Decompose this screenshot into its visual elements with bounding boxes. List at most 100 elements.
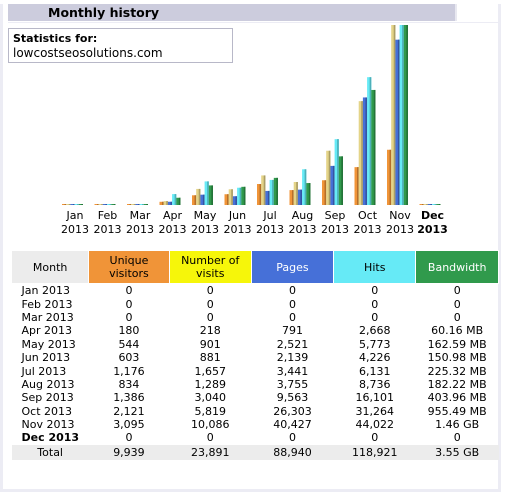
pages-cell: 0 xyxy=(288,310,296,324)
visits-cell: 3,040 xyxy=(194,391,226,405)
bar-pages-0 xyxy=(70,204,75,205)
x-month-label: Sep xyxy=(325,209,346,222)
unique-visitors-cell: 0 xyxy=(125,310,133,324)
month-cell: Sep 2013 xyxy=(21,391,74,405)
unique-visitors-cell: 2,121 xyxy=(113,404,145,418)
chart-x-labels: Jan2013Feb2013Mar2013Apr2013May2013Jun20… xyxy=(61,209,448,236)
x-year-label: 2013 xyxy=(61,223,89,236)
table-row: Feb 2013 0 0 0 0 0 xyxy=(12,297,499,311)
bar-visits-11 xyxy=(423,204,428,205)
monthly-history-chart: Jan2013Feb2013Mar2013Apr2013May2013Jun20… xyxy=(61,25,448,236)
frame-bottom-border xyxy=(0,489,501,492)
bar-pages-10 xyxy=(395,39,400,206)
bandwidth-cell: 225.32 MB xyxy=(427,364,487,378)
bar-bandwidth_mb-2 xyxy=(143,204,148,205)
table-header-row: Month Unique visitors Number of visits P… xyxy=(10,250,499,284)
month-cell: Feb 2013 xyxy=(21,297,73,311)
month-cell: Nov 2013 xyxy=(21,418,75,432)
bar-visits-10 xyxy=(391,25,396,205)
table-row-current: Dec 2013 0 0 0 0 0 xyxy=(12,431,499,444)
month-cell: Jul 2013 xyxy=(21,364,67,378)
hits-column-header: Hits xyxy=(333,250,417,284)
unique-visitors-cell: 0 xyxy=(125,284,133,298)
bar-unique_visitors-9 xyxy=(354,167,359,205)
pages-cell: 0 xyxy=(288,431,296,445)
pages-cell: 9,563 xyxy=(276,391,309,405)
chart-bars xyxy=(62,25,441,206)
x-year-label: 2013 xyxy=(126,223,154,236)
total-unique-visitors: 9,939 xyxy=(88,444,170,460)
bandwidth-cell: 162.59 MB xyxy=(427,337,487,351)
visits-column-header: Number of visits xyxy=(168,250,252,284)
bar-visits-5 xyxy=(228,189,233,205)
visits-cell: 1,289 xyxy=(194,377,226,391)
visits-cell: 901 xyxy=(199,337,221,351)
x-year-label: 2013 xyxy=(354,223,382,236)
x-month-label: Feb xyxy=(98,209,117,222)
total-pages: 88,940 xyxy=(251,444,334,460)
bar-pages-7 xyxy=(297,189,303,205)
statistics-label: Statistics for: xyxy=(13,32,98,45)
x-month-label: Aug xyxy=(292,209,313,222)
table-row: Nov 2013 3,095 10,086 40,427 44,022 1.46 GB xyxy=(12,418,499,431)
table-row: Jan 2013 0 0 0 0 0 xyxy=(12,284,499,298)
x-year-label: 2013 xyxy=(386,223,414,236)
header-divider xyxy=(8,22,498,23)
month-cell: May 2013 xyxy=(21,337,76,351)
month-cell: Aug 2013 xyxy=(21,377,75,391)
month-cell: Jan 2013 xyxy=(21,284,70,298)
bar-pages-1 xyxy=(102,204,108,205)
visits-cell: 5,819 xyxy=(194,404,226,418)
hits-cell: 6,131 xyxy=(358,364,391,378)
x-month-label: Nov xyxy=(389,209,411,222)
x-month-label: May xyxy=(194,209,217,222)
bar-unique_visitors-6 xyxy=(257,184,262,205)
visits-cell: 1,657 xyxy=(194,364,226,378)
x-year-label: 2013 xyxy=(94,223,122,236)
bar-hits-1 xyxy=(107,204,112,205)
bar-hits-2 xyxy=(139,204,144,205)
month-cell: Oct 2013 xyxy=(21,404,73,418)
frame-left-border xyxy=(0,4,3,492)
bar-bandwidth_mb-4 xyxy=(208,185,213,205)
bar-pages-5 xyxy=(232,196,238,205)
bar-bandwidth_mb-10 xyxy=(403,25,408,205)
bar-pages-9 xyxy=(362,97,368,205)
table-row: Mar 2013 0 0 0 0 0 xyxy=(12,311,499,324)
bar-hits-0 xyxy=(74,204,79,205)
hits-cell: 16,101 xyxy=(355,391,394,405)
pages-cell: 2,521 xyxy=(276,337,309,351)
bar-bandwidth_mb-6 xyxy=(273,177,278,205)
x-month-label: Jul xyxy=(262,209,276,222)
bandwidth-cell: 0 xyxy=(453,310,461,324)
bar-pages-4 xyxy=(200,194,205,205)
site-name: lowcostseosolutions.com xyxy=(13,46,163,60)
x-year-label: 2013 xyxy=(159,223,187,236)
month-cell: Apr 2013 xyxy=(21,324,73,338)
table-row: Apr 2013 180 218 791 2,668 60.16 MB xyxy=(12,324,499,337)
bar-unique_visitors-5 xyxy=(224,194,229,205)
bar-bandwidth_mb-9 xyxy=(371,89,376,205)
table-row: Jul 2013 1,176 1,657 3,441 6,131 225.32 MB xyxy=(12,364,499,378)
bar-hits-3 xyxy=(172,194,177,205)
bar-bandwidth_mb-8 xyxy=(338,156,343,205)
hits-cell: 2,668 xyxy=(358,324,391,338)
table-row: Sep 2013 1,386 3,040 9,563 16,101 403.96 MB xyxy=(12,391,499,404)
bar-bandwidth_mb-3 xyxy=(176,197,181,205)
visits-cell: 218 xyxy=(199,324,221,338)
pages-cell: 0 xyxy=(288,297,296,311)
unique-visitors-cell: 544 xyxy=(118,337,140,351)
bar-unique_visitors-3 xyxy=(159,201,164,205)
bar-hits-11 xyxy=(432,204,437,205)
pages-cell: 3,441 xyxy=(276,364,309,378)
bandwidth-cell: 0 xyxy=(453,431,461,445)
bar-visits-2 xyxy=(131,204,136,205)
pages-cell: 2,139 xyxy=(276,351,309,365)
bar-unique_visitors-8 xyxy=(322,180,327,205)
bandwidth-column-header: Bandwidth xyxy=(415,250,499,284)
table-total-row: Total 9,939 23,891 88,940 118,921 3.55 GB xyxy=(11,444,499,460)
bar-pages-8 xyxy=(330,165,335,205)
hits-cell: 31,264 xyxy=(355,404,394,418)
pages-cell: 0 xyxy=(288,284,296,298)
bar-bandwidth_mb-11 xyxy=(436,204,441,205)
